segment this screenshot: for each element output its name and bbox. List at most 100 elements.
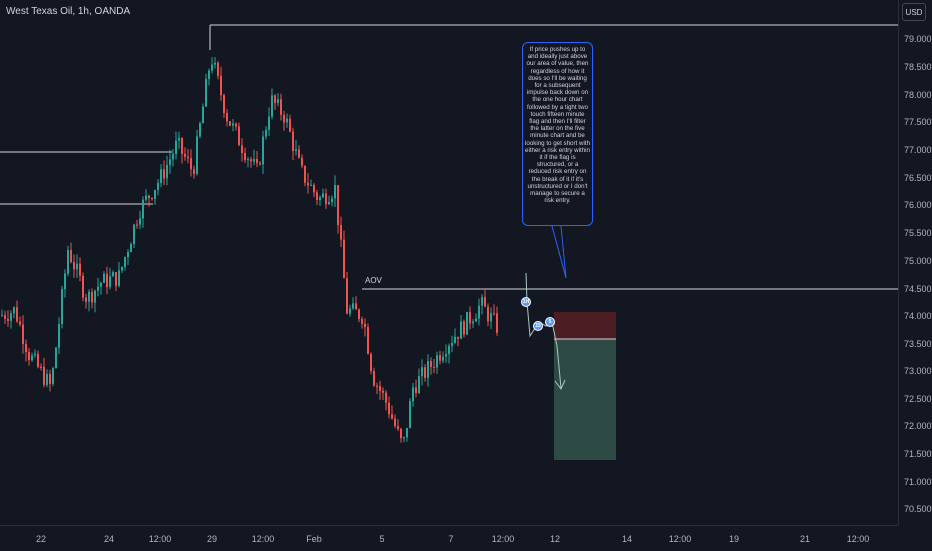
candle-body bbox=[370, 353, 372, 372]
candle-body bbox=[58, 323, 60, 348]
candle-body bbox=[274, 95, 276, 103]
candle-body bbox=[226, 113, 228, 122]
candle-body bbox=[352, 303, 354, 309]
candle-body bbox=[325, 193, 327, 205]
chart-area[interactable] bbox=[0, 0, 898, 525]
candle-body bbox=[175, 140, 177, 154]
candle-body bbox=[250, 159, 252, 162]
price-tick: 70.500 bbox=[904, 504, 932, 514]
candle-body bbox=[13, 307, 15, 314]
candle-body bbox=[253, 159, 255, 162]
candle-body bbox=[94, 290, 96, 303]
candle-body bbox=[448, 345, 450, 355]
candle-body bbox=[79, 263, 81, 276]
candle-body bbox=[418, 376, 420, 394]
candle-body bbox=[37, 353, 39, 367]
time-tick: 14 bbox=[621, 534, 633, 544]
candle-body bbox=[43, 366, 45, 385]
price-tick: 79.000 bbox=[904, 34, 932, 44]
candle-body bbox=[328, 202, 330, 205]
time-tick: Feb bbox=[306, 534, 322, 544]
candle-body bbox=[145, 195, 147, 200]
candle-body bbox=[160, 169, 162, 183]
candle-body bbox=[460, 321, 462, 339]
price-tick: 71.000 bbox=[904, 477, 932, 487]
candle-body bbox=[238, 126, 240, 146]
candle-body bbox=[55, 347, 57, 369]
candle-body bbox=[277, 99, 279, 103]
candle-body bbox=[31, 355, 33, 361]
candle-body bbox=[34, 353, 36, 356]
candle-body bbox=[100, 282, 102, 287]
candle-body bbox=[52, 368, 54, 384]
candle-body bbox=[442, 356, 444, 361]
candle-body bbox=[304, 165, 306, 183]
marker-5m[interactable]: 5 bbox=[545, 317, 555, 327]
stop-loss-zone bbox=[554, 312, 616, 339]
candle-body bbox=[490, 313, 492, 322]
candle-body bbox=[445, 354, 447, 357]
candle-body bbox=[61, 289, 63, 324]
candle-body bbox=[454, 336, 456, 343]
candle-body bbox=[295, 149, 297, 151]
candle-body bbox=[136, 224, 138, 226]
candle-body bbox=[475, 318, 477, 322]
candle-body bbox=[376, 385, 378, 387]
candle-body bbox=[139, 218, 141, 225]
candle-body bbox=[73, 262, 75, 270]
time-tick: 12:00 bbox=[148, 534, 172, 544]
price-axis[interactable]: 79.000 78.500 78.000 77.500 77.000 76.50… bbox=[898, 0, 932, 525]
candle-body bbox=[349, 308, 351, 314]
candle-body bbox=[130, 243, 132, 253]
candle-body bbox=[205, 78, 207, 107]
candle-body bbox=[211, 64, 213, 71]
candle-body bbox=[463, 321, 465, 335]
candle-body bbox=[187, 156, 189, 159]
candle-body bbox=[400, 428, 402, 439]
candle-body bbox=[22, 324, 24, 344]
candle-body bbox=[214, 62, 216, 65]
candle-body bbox=[337, 184, 339, 226]
candle-body bbox=[388, 402, 390, 415]
candle-body bbox=[142, 199, 144, 219]
candle-body bbox=[292, 131, 294, 151]
time-axis[interactable]: 22 24 12:00 29 12:00 Feb 5 7 12:00 12 14… bbox=[0, 525, 898, 551]
candle-body bbox=[217, 62, 219, 76]
time-tick: 19 bbox=[728, 534, 740, 544]
candle-body bbox=[19, 321, 21, 325]
price-tick: 74.500 bbox=[904, 284, 932, 294]
candle-body bbox=[493, 313, 495, 315]
candle-body bbox=[433, 366, 435, 368]
candle-body bbox=[361, 319, 363, 324]
aov-label: AOV bbox=[365, 276, 382, 285]
candle-body bbox=[199, 123, 201, 137]
candle-body bbox=[397, 426, 399, 429]
candle-body bbox=[220, 75, 222, 96]
candle-body bbox=[223, 95, 225, 114]
marker-1h[interactable]: 1H bbox=[521, 297, 531, 307]
price-tick: 78.000 bbox=[904, 90, 932, 100]
currency-button[interactable]: USD bbox=[902, 3, 926, 21]
candle-body bbox=[451, 342, 453, 346]
projection-arrowhead bbox=[554, 379, 566, 390]
trade-note[interactable]: If price pushes up to and ideally just a… bbox=[522, 42, 593, 226]
candle-body bbox=[157, 182, 159, 191]
candle-body bbox=[25, 343, 27, 353]
candle-body bbox=[385, 392, 387, 403]
candle-body bbox=[133, 224, 135, 244]
candle-body bbox=[67, 250, 69, 274]
candle-body bbox=[364, 323, 366, 328]
candle-body bbox=[154, 190, 156, 199]
candle-body bbox=[466, 311, 468, 335]
price-tick: 73.500 bbox=[904, 339, 932, 349]
candle-body bbox=[82, 275, 84, 298]
candle-body bbox=[196, 136, 198, 174]
marker-15m[interactable]: 15 bbox=[533, 321, 543, 331]
candlestick-chart[interactable] bbox=[0, 0, 898, 525]
candle-body bbox=[70, 250, 72, 263]
candle-body bbox=[166, 164, 168, 179]
time-tick: 12:00 bbox=[846, 534, 870, 544]
candle-body bbox=[346, 278, 348, 314]
candle-body bbox=[256, 159, 258, 164]
candle-body bbox=[415, 387, 417, 394]
